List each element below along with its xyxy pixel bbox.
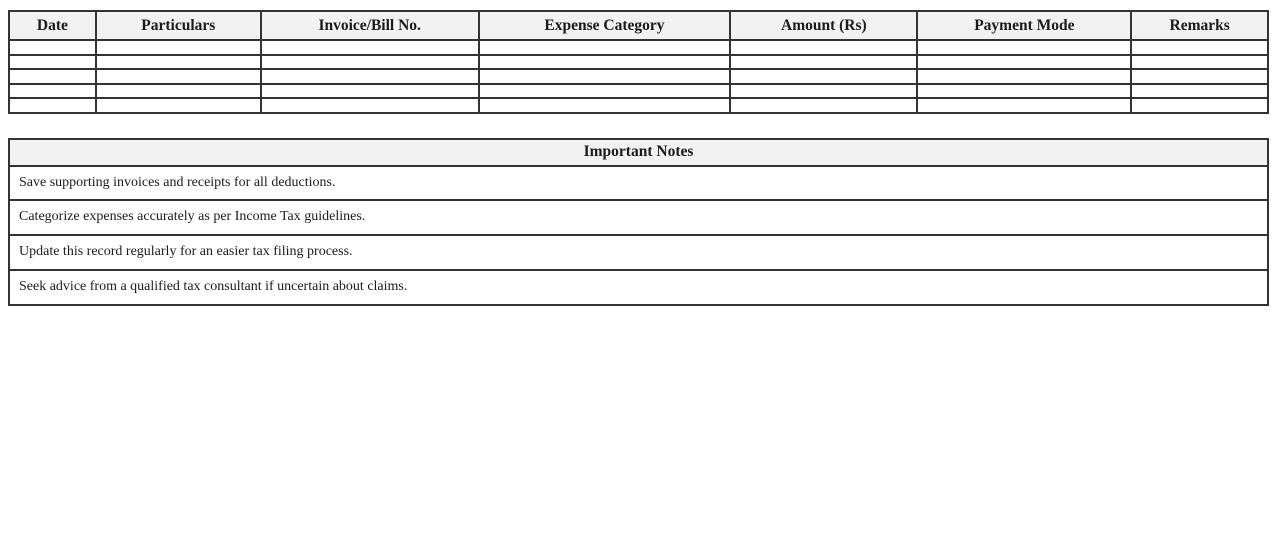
column-header-particulars: Particulars: [94, 10, 262, 41]
notes-table-body: Save supporting invoices and receipts fo…: [8, 164, 1269, 307]
note-row: Update this record regularly for an easi…: [8, 234, 1269, 272]
expense-empty-row: [8, 53, 1269, 70]
expense-empty-cell: [916, 97, 1133, 114]
note-text: Save supporting invoices and receipts fo…: [8, 164, 1269, 202]
expense-empty-cell: [916, 68, 1133, 85]
expense-empty-cell: [259, 82, 480, 99]
expense-empty-cell: [8, 53, 97, 70]
expense-empty-cell: [477, 97, 732, 114]
note-row: Seek advice from a qualified tax consult…: [8, 269, 1269, 307]
expense-empty-cell: [729, 39, 919, 56]
column-header-amount-rs: Amount (Rs): [729, 10, 919, 41]
expense-empty-cell: [94, 39, 262, 56]
note-row: Save supporting invoices and receipts fo…: [8, 164, 1269, 202]
column-header-expense-category: Expense Category: [477, 10, 732, 41]
expense-empty-cell: [1130, 97, 1269, 114]
expense-empty-cell: [8, 68, 97, 85]
column-header-payment-mode: Payment Mode: [916, 10, 1133, 41]
expense-empty-cell: [916, 39, 1133, 56]
column-header-date: Date: [8, 10, 97, 41]
expense-empty-cell: [94, 53, 262, 70]
expense-empty-cell: [259, 97, 480, 114]
note-text: Update this record regularly for an easi…: [8, 234, 1269, 272]
expense-table-header-row: Date Particulars Invoice/Bill No. Expens…: [8, 10, 1269, 41]
expense-empty-cell: [477, 68, 732, 85]
expense-empty-cell: [259, 53, 480, 70]
expense-empty-row: [8, 68, 1269, 85]
expense-table-body: [8, 39, 1269, 114]
expense-empty-cell: [8, 97, 97, 114]
expense-empty-cell: [729, 97, 919, 114]
document-page: Date Particulars Invoice/Bill No. Expens…: [8, 10, 1269, 307]
expense-empty-cell: [8, 39, 97, 56]
expense-empty-cell: [8, 82, 97, 99]
expense-empty-cell: [1130, 53, 1269, 70]
expense-empty-cell: [94, 68, 262, 85]
expense-empty-cell: [729, 82, 919, 99]
important-notes-table: Important Notes Save supporting invoices…: [8, 137, 1269, 307]
expense-empty-cell: [477, 53, 732, 70]
note-text: Categorize expenses accurately as per In…: [8, 199, 1269, 237]
expense-empty-cell: [259, 39, 480, 56]
expense-empty-row: [8, 97, 1269, 114]
note-text: Seek advice from a qualified tax consult…: [8, 269, 1269, 307]
notes-title: Important Notes: [8, 137, 1269, 167]
expense-empty-cell: [916, 82, 1133, 99]
expense-empty-cell: [729, 53, 919, 70]
expense-empty-cell: [729, 68, 919, 85]
expense-empty-cell: [477, 39, 732, 56]
expense-empty-cell: [259, 68, 480, 85]
expense-empty-cell: [1130, 68, 1269, 85]
expense-empty-row: [8, 82, 1269, 99]
column-header-invoice-bill-no: Invoice/Bill No.: [259, 10, 480, 41]
expense-empty-row: [8, 39, 1269, 56]
expense-empty-cell: [1130, 39, 1269, 56]
expense-empty-cell: [94, 97, 262, 114]
column-header-remarks: Remarks: [1130, 10, 1269, 41]
note-row: Categorize expenses accurately as per In…: [8, 199, 1269, 237]
expense-empty-cell: [916, 53, 1133, 70]
notes-header-row: Important Notes: [8, 137, 1269, 167]
expense-table: Date Particulars Invoice/Bill No. Expens…: [8, 10, 1269, 114]
expense-empty-cell: [1130, 82, 1269, 99]
expense-empty-cell: [94, 82, 262, 99]
expense-empty-cell: [477, 82, 732, 99]
